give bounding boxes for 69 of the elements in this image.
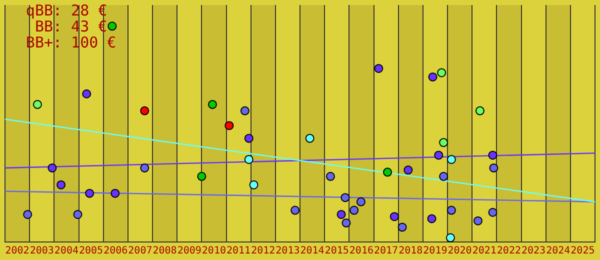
point bbox=[48, 163, 57, 172]
point bbox=[56, 180, 66, 190]
point bbox=[110, 188, 120, 198]
x-tick-label: 2017 bbox=[374, 246, 398, 257]
point bbox=[488, 208, 498, 217]
point bbox=[336, 210, 346, 219]
x-tick-label: 2007 bbox=[128, 246, 152, 257]
point bbox=[439, 138, 448, 148]
point bbox=[290, 206, 300, 215]
point bbox=[475, 106, 484, 116]
x-tick-label: 2009 bbox=[177, 246, 202, 257]
x-tick-label: 2013 bbox=[276, 246, 300, 257]
point bbox=[32, 100, 42, 109]
point bbox=[326, 172, 335, 181]
x-tick-label: 2019 bbox=[423, 246, 448, 257]
point bbox=[356, 197, 366, 206]
point bbox=[305, 134, 314, 143]
x-tick-label: 2021 bbox=[472, 246, 496, 257]
x-tick-label: 2003 bbox=[30, 246, 54, 257]
x-tick-label: 2023 bbox=[521, 246, 546, 257]
point bbox=[434, 150, 444, 160]
point bbox=[427, 214, 436, 224]
x-tick-label: 2018 bbox=[398, 246, 423, 257]
point bbox=[340, 193, 350, 202]
point bbox=[390, 212, 399, 222]
point bbox=[73, 210, 82, 219]
point bbox=[437, 68, 446, 78]
point bbox=[428, 72, 438, 82]
point bbox=[140, 106, 150, 116]
point bbox=[473, 216, 482, 226]
point bbox=[140, 163, 150, 172]
x-tick-label: 2016 bbox=[349, 246, 374, 257]
point bbox=[489, 163, 498, 172]
point bbox=[82, 89, 92, 98]
x-tick-label: 2025 bbox=[570, 246, 595, 257]
point bbox=[439, 172, 448, 181]
x-tick-label: 2006 bbox=[104, 246, 128, 257]
x-tick-label: 2020 bbox=[448, 246, 472, 257]
point bbox=[208, 100, 217, 109]
point bbox=[240, 106, 250, 116]
point bbox=[108, 22, 117, 31]
x-tick-label: 2022 bbox=[496, 246, 522, 257]
x-tick-label: 2012 bbox=[251, 246, 276, 257]
x-tick-label: 2004 bbox=[54, 246, 79, 257]
point bbox=[224, 121, 234, 130]
x-tick-label: 2011 bbox=[226, 246, 251, 257]
x-tick-label: 2015 bbox=[324, 246, 349, 257]
point bbox=[446, 206, 456, 215]
point bbox=[446, 154, 456, 164]
point bbox=[374, 64, 384, 73]
point bbox=[342, 218, 351, 228]
point bbox=[383, 168, 392, 177]
x-tick-label: 2024 bbox=[546, 246, 570, 257]
x-tick-label: 2010 bbox=[202, 246, 226, 257]
point bbox=[488, 150, 498, 160]
point bbox=[446, 233, 455, 242]
point bbox=[350, 206, 359, 215]
x-tick-label: 2002 bbox=[5, 246, 30, 257]
x-tick-label: 2014 bbox=[300, 246, 324, 257]
point bbox=[244, 134, 254, 143]
point bbox=[398, 222, 407, 232]
point bbox=[249, 180, 258, 190]
point bbox=[85, 188, 94, 198]
point bbox=[23, 210, 32, 219]
x-tick-label: 2008 bbox=[152, 246, 177, 257]
point bbox=[197, 172, 206, 181]
point bbox=[404, 166, 413, 175]
x-tick-label: 2005 bbox=[78, 246, 104, 257]
point bbox=[244, 154, 254, 164]
